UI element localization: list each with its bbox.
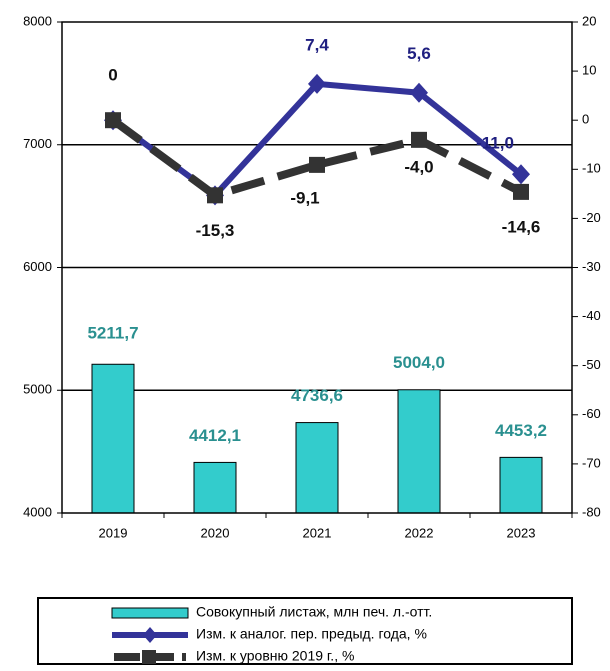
y2-tick-label: -50 (582, 357, 601, 372)
marker (513, 183, 529, 200)
legend-marker (142, 650, 156, 664)
legend-marker (143, 627, 157, 643)
marker (207, 187, 223, 204)
x-tick-label: 2021 (303, 525, 332, 540)
y2-tick-label: -40 (582, 308, 601, 323)
y2-tick-label: -30 (582, 259, 601, 274)
marker (308, 73, 326, 94)
value-label: 0 (108, 66, 117, 85)
y-tick-label: 4000 (23, 504, 52, 519)
bar (499, 456, 543, 514)
x-tick-label: 2023 (507, 525, 536, 540)
value-label: 7,4 (305, 35, 329, 54)
value-label: -4,0 (404, 157, 433, 176)
legend-label: Изм. к аналог. пер. предыд. года, % (196, 626, 427, 642)
marker (410, 82, 428, 103)
bar (295, 422, 339, 514)
legend-label: Изм. к уровню 2019 г., % (196, 648, 354, 664)
bar (397, 389, 441, 514)
marker (512, 164, 530, 185)
value-label: 5211,7 (87, 324, 138, 343)
y-tick-label: 8000 (23, 13, 52, 28)
y-tick-label: 5000 (23, 382, 52, 397)
legend-label: Совокупный листаж, млн печ. л.-отт. (196, 604, 432, 620)
y2-tick-label: 20 (582, 13, 596, 28)
value-label: -11,0 (476, 134, 514, 153)
value-label: -9,1 (290, 188, 319, 207)
legend-box (37, 597, 573, 665)
y-tick-label: 6000 (23, 259, 52, 274)
marker (411, 131, 427, 148)
legend-swatch (111, 607, 189, 619)
bar (91, 363, 135, 514)
plot-frame (61, 21, 573, 514)
y-tick-label: 7000 (23, 136, 52, 151)
bar (193, 461, 237, 514)
value-label: -15,3 (196, 221, 235, 240)
x-tick-label: 2019 (99, 525, 128, 540)
y2-tick-label: 0 (582, 112, 589, 127)
marker (309, 156, 325, 173)
y2-tick-label: 10 (582, 63, 596, 78)
y2-tick-label: -20 (582, 210, 601, 225)
y2-tick-label: -60 (582, 406, 601, 421)
value-label: 5,6 (407, 44, 431, 63)
value-label: 4412,1 (189, 426, 241, 445)
marker (105, 112, 121, 129)
value-label: 5004,0 (393, 353, 445, 372)
y2-tick-label: -10 (582, 161, 601, 176)
y2-tick-label: -80 (582, 504, 601, 519)
line-series (111, 80, 523, 200)
value-label: 4736,6 (291, 386, 343, 405)
value-label: -14,6 (502, 217, 541, 236)
x-tick-label: 2020 (201, 525, 230, 540)
y2-tick-label: -70 (582, 455, 601, 470)
x-tick-label: 2022 (405, 525, 434, 540)
value-label: 4453,2 (495, 421, 547, 440)
